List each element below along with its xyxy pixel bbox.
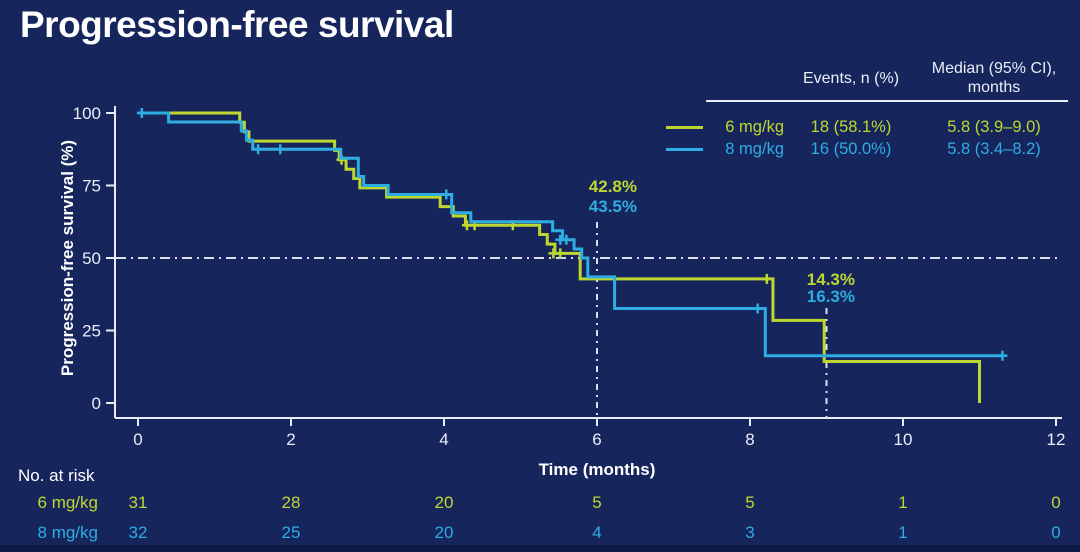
at-risk-value: 3: [745, 523, 755, 542]
at-risk-label-6mgkg: 6 mg/kg: [37, 493, 98, 512]
legend-label-6mgkg: 6 mg/kg: [725, 118, 784, 136]
annotation-9mo-8mgkg: 16.3%: [806, 287, 855, 306]
x-tick-label: 6: [592, 430, 601, 449]
legend-median-8mgkg: 5.8 (3.4–8.2): [947, 140, 1041, 158]
legend-swatch-6mgkg: [666, 126, 703, 129]
y-tick-label: 100: [73, 104, 101, 123]
x-tick-label: 12: [1047, 430, 1066, 449]
km-curve-6mgkg: [138, 111, 981, 403]
page-title: Progression-free survival: [20, 4, 454, 45]
at-risk-title: No. at risk: [18, 466, 95, 485]
at-risk-value: 5: [745, 493, 755, 512]
km-curve-8mgkg: [138, 111, 1003, 358]
legend-median-6mgkg: 5.8 (3.9–9.0): [947, 118, 1041, 136]
x-tick-label: 10: [894, 430, 913, 449]
annotation-6mo-6mgkg: 42.8%: [588, 177, 637, 196]
at-risk-value: 0: [1051, 523, 1061, 542]
y-tick-label: 50: [82, 249, 101, 268]
y-axis-title: Progression-free survival (%): [58, 139, 77, 377]
at-risk-value: 0: [1051, 493, 1061, 512]
at-risk-value: 32: [128, 523, 148, 542]
at-risk-label-8mgkg: 8 mg/kg: [37, 523, 98, 542]
x-tick-label: 4: [439, 430, 448, 449]
legend-label-8mgkg: 8 mg/kg: [725, 140, 784, 158]
x-tick-label: 8: [745, 430, 754, 449]
at-risk-value: 31: [128, 493, 148, 512]
x-tick-label: 0: [133, 430, 142, 449]
y-tick-label: 75: [82, 177, 101, 196]
at-risk-value: 1: [898, 493, 908, 512]
annotation-6mo-8mgkg: 43.5%: [588, 197, 637, 216]
at-risk-value: 20: [434, 523, 454, 542]
legend-swatch-8mgkg: [666, 148, 703, 151]
annotation-9mo-6mgkg: 14.3%: [806, 270, 855, 289]
y-tick-label: 25: [82, 322, 101, 341]
x-axis-title: Time (months): [538, 460, 656, 479]
legend-separator-line: [706, 100, 1068, 102]
legend-header-events: Events, n (%): [802, 70, 900, 87]
at-risk-value: 20: [434, 493, 454, 512]
x-tick-label: 2: [286, 430, 295, 449]
at-risk-value: 28: [281, 493, 301, 512]
legend-events-6mgkg: 18 (58.1%): [810, 118, 892, 136]
legend-events-8mgkg: 16 (50.0%): [810, 140, 892, 158]
at-risk-value: 1: [898, 523, 908, 542]
footer-band: [0, 545, 1080, 552]
at-risk-value: 5: [592, 493, 602, 512]
at-risk-value: 4: [592, 523, 602, 542]
legend-header-median-line1: Median (95% CI),: [931, 60, 1057, 77]
legend-header-median: Median (95% CI), months: [912, 60, 1076, 98]
legend-header-median-line2: months: [967, 78, 1021, 96]
y-tick-label: 0: [92, 394, 101, 413]
at-risk-value: 25: [281, 523, 301, 542]
